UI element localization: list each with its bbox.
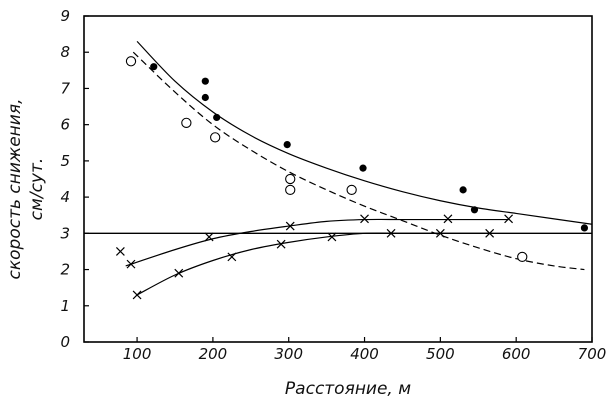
point-s4-1 — [132, 290, 142, 300]
point-s4-6 — [386, 228, 396, 238]
y-tick-label-7: 7 — [60, 79, 70, 97]
point-s3-7 — [504, 214, 514, 224]
x-tick-label-300: 300 — [274, 345, 303, 363]
point-s1-9 — [580, 224, 589, 232]
point-s2-3 — [210, 132, 221, 143]
x-tick-label-600: 600 — [502, 345, 531, 363]
point-s3-3 — [204, 232, 214, 242]
point-s3-6 — [443, 214, 453, 224]
y-tick-label-2: 2 — [60, 261, 70, 279]
point-s1-3 — [201, 93, 209, 102]
y-tick-label-1: 1 — [60, 297, 70, 315]
point-s4-2 — [174, 268, 184, 278]
point-s1-8 — [470, 206, 479, 214]
x-tick-label-400: 400 — [350, 345, 379, 363]
fit-curve-3 — [125, 218, 509, 267]
point-s2-5 — [285, 184, 296, 196]
point-s4-3 — [227, 252, 237, 262]
point-s3-5 — [360, 214, 369, 224]
x-tick-label-100: 100 — [123, 345, 152, 363]
point-s2-7 — [517, 251, 528, 263]
y-axis-label: скорость снижения, см/сут. — [5, 99, 47, 280]
plot-frame — [83, 15, 593, 343]
y-tick-label-5: 5 — [60, 152, 70, 170]
y-tick-label-4: 4 — [60, 188, 70, 206]
y-axis-label-line-1: скорость снижения, — [5, 99, 25, 280]
point-s4-5 — [327, 232, 337, 242]
point-s1-4 — [213, 113, 221, 122]
y-tick-label-8: 8 — [60, 43, 70, 61]
point-s2-2 — [181, 117, 192, 129]
x-axis-label: Расстояние, м — [285, 379, 411, 399]
point-s4-8 — [485, 228, 495, 238]
x-tick-label-500: 500 — [426, 345, 455, 363]
point-s1-5 — [283, 140, 291, 149]
point-s3-1 — [115, 247, 125, 256]
point-s1-6 — [359, 164, 367, 172]
fit-curve-4 — [136, 232, 490, 296]
point-s2-4 — [285, 173, 296, 185]
point-s1-2 — [201, 77, 209, 85]
y-tick-label-9: 9 — [60, 7, 70, 25]
point-s1-7 — [459, 186, 467, 194]
y-tick-label-0: 0 — [60, 333, 70, 351]
point-s1-1 — [150, 63, 158, 71]
point-s3-4 — [285, 221, 295, 231]
point-s3-2 — [126, 259, 136, 269]
fit-curve-1 — [136, 40, 593, 225]
point-s4-4 — [276, 239, 286, 249]
data-points — [115, 56, 589, 300]
x-tick-label-700: 700 — [578, 345, 607, 363]
point-s2-1 — [125, 56, 137, 67]
fit-curve-2 — [132, 51, 585, 271]
fit-curves — [125, 40, 593, 296]
y-tick-label-3: 3 — [60, 224, 70, 242]
y-tick-labels: 0 1 2 3 4 5 6 7 8 9 — [60, 7, 89, 351]
x-tick-labels: 100 200 300 400 500 600 700 — [123, 337, 607, 363]
x-tick-label-200: 200 — [199, 345, 228, 363]
point-s4-7 — [435, 228, 445, 238]
y-tick-label-6: 6 — [60, 116, 70, 134]
y-axis-label-line-2: см/сут. — [27, 158, 47, 221]
point-s2-6 — [346, 184, 357, 196]
